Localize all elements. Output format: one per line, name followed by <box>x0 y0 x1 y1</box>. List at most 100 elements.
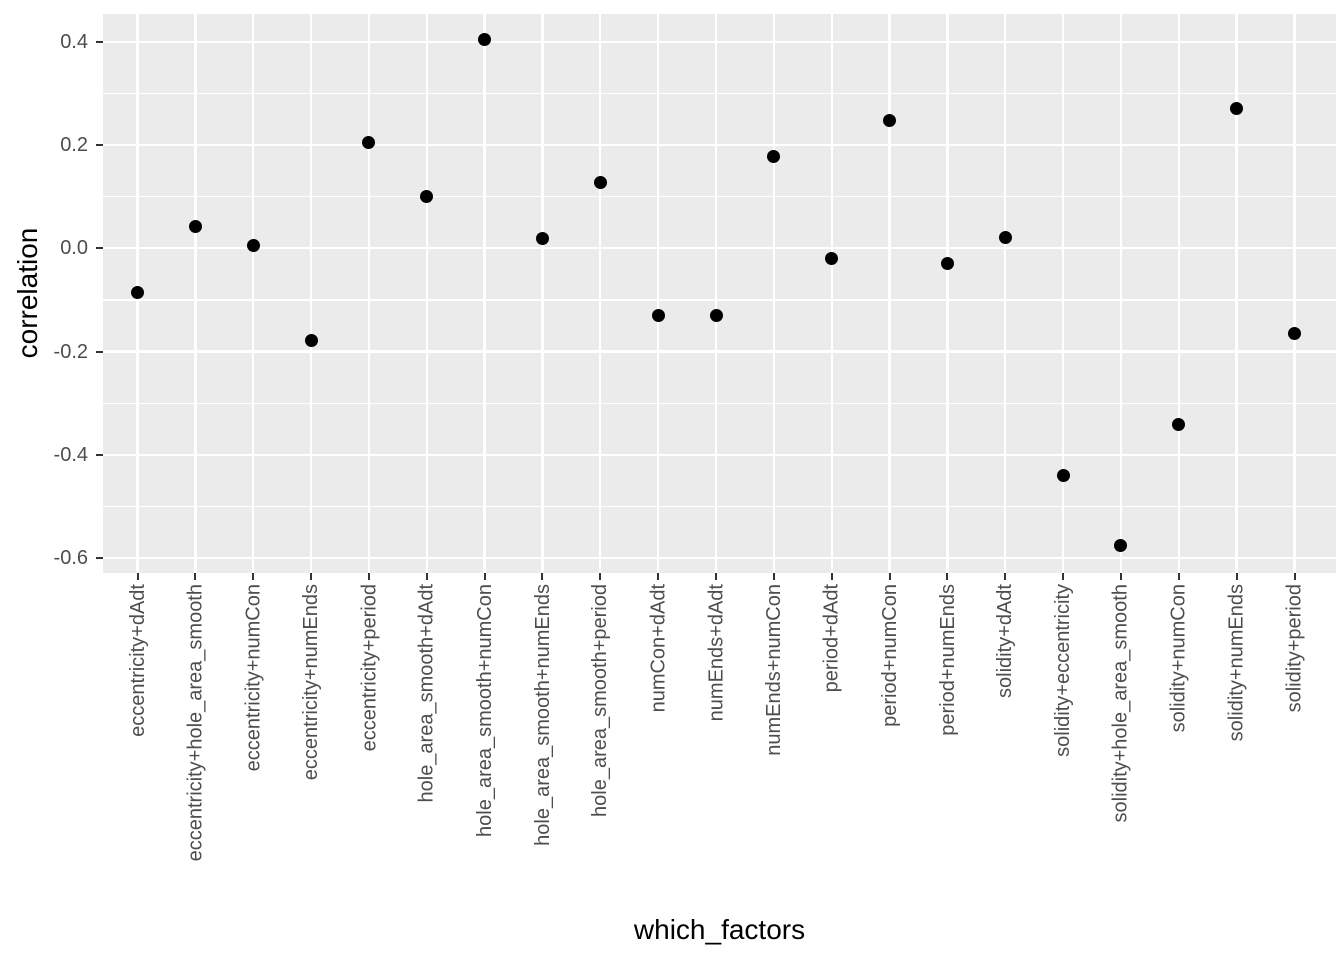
gridline-y-minor <box>103 299 1336 301</box>
x-tick-label: solidity+numCon <box>1167 584 1190 733</box>
x-tick-mark <box>367 573 370 580</box>
x-tick-mark <box>425 573 428 580</box>
gridline-x-major <box>599 14 602 573</box>
y-tick-label: -0.2 <box>53 340 88 363</box>
gridline-y-major <box>103 453 1336 457</box>
x-tick-mark <box>657 573 660 580</box>
x-tick-mark <box>1235 573 1238 580</box>
x-tick-mark <box>1062 573 1065 580</box>
data-point <box>709 308 723 322</box>
x-tick-mark <box>1293 573 1296 580</box>
gridline-x-major <box>714 14 718 573</box>
x-tick-mark <box>715 573 717 580</box>
gridline-y-major <box>103 40 1336 43</box>
x-tick-label: eccentricity+hole_area_smooth <box>184 584 207 862</box>
x-tick-mark <box>136 573 139 580</box>
gridline-y-minor <box>103 402 1336 404</box>
gridline-x-major <box>1119 14 1123 573</box>
y-tick-mark <box>96 557 103 560</box>
gridline-y-major <box>103 247 1336 250</box>
x-tick-label: numEnds+dAdt <box>705 584 727 722</box>
x-tick-mark <box>310 573 313 580</box>
gridline-x-major <box>1235 14 1238 573</box>
data-point <box>593 175 607 189</box>
x-tick-label: period+numCon <box>878 584 901 727</box>
gridline-x-major <box>656 14 660 573</box>
data-point <box>420 189 434 203</box>
x-tick-mark <box>946 573 949 580</box>
x-tick-mark <box>599 573 602 580</box>
data-point <box>304 334 318 348</box>
gridline-y-major <box>103 143 1336 147</box>
y-tick-label: -0.4 <box>53 443 88 466</box>
gridline-x-major <box>252 14 255 573</box>
x-tick-label: solidity+numEnds <box>1225 584 1248 742</box>
y-tick-label: 0.0 <box>60 237 88 260</box>
gridline-x-major <box>830 14 833 573</box>
x-tick-mark <box>541 573 544 580</box>
x-tick-label: eccentricity+period <box>357 584 380 752</box>
x-tick-label: numCon+dAdt <box>647 584 670 713</box>
y-tick-mark <box>96 350 103 353</box>
gridline-x-major <box>1293 14 1296 573</box>
x-tick-label: numEnds+numCon <box>762 584 785 756</box>
data-point <box>1172 417 1186 431</box>
gridline-x-major <box>194 14 197 573</box>
gridline-x-major <box>425 14 428 573</box>
data-point <box>362 135 376 149</box>
x-tick-label: eccentricity+numCon <box>242 584 265 772</box>
x-tick-mark <box>483 573 486 580</box>
gridline-x-major <box>367 14 371 573</box>
data-point <box>651 308 665 322</box>
x-tick-mark <box>1004 573 1007 580</box>
gridline-x-major <box>1004 14 1007 573</box>
y-tick-label: 0.2 <box>60 134 88 156</box>
x-tick-mark <box>194 573 197 580</box>
gridline-x-major <box>541 14 544 573</box>
data-point <box>535 231 549 245</box>
data-point <box>246 238 260 252</box>
x-tick-label: hole_area_smooth+numEnds <box>531 584 554 846</box>
data-point <box>825 251 839 265</box>
data-point <box>1230 101 1244 115</box>
x-tick-mark <box>772 573 775 580</box>
x-tick-label: hole_area_smooth+dAdt <box>415 584 438 803</box>
y-tick-label: 0.4 <box>60 30 88 53</box>
data-point <box>478 32 492 46</box>
x-tick-label: hole_area_smooth+numCon <box>473 584 496 837</box>
gridline-y-major <box>103 557 1336 560</box>
x-tick-label: solidity+period <box>1283 584 1306 713</box>
x-tick-label: period+dAdt <box>820 584 843 693</box>
gridline-x-major <box>772 14 776 573</box>
x-tick-label: hole_area_smooth+period <box>589 584 612 817</box>
x-tick-mark <box>888 573 891 580</box>
gridline-y-minor <box>103 92 1336 94</box>
gridline-x-major <box>1177 14 1180 573</box>
y-tick-mark <box>96 40 103 43</box>
gridline-x-major <box>888 14 891 573</box>
y-tick-mark <box>96 247 103 250</box>
gridline-x-major <box>946 14 949 573</box>
data-point <box>767 150 781 164</box>
data-point <box>883 113 897 127</box>
x-tick-label: solidity+hole_area_smooth <box>1109 584 1132 823</box>
gridline-y-major <box>103 350 1336 353</box>
x-tick-mark <box>1119 573 1122 580</box>
x-tick-mark <box>830 573 833 580</box>
x-tick-label: solidity+dAdt <box>994 584 1017 698</box>
gridline-y-minor <box>103 505 1336 508</box>
gridline-x-major <box>483 14 486 573</box>
x-tick-label: period+numEnds <box>936 584 959 736</box>
gridline-y-minor <box>103 196 1336 198</box>
data-point <box>188 220 202 234</box>
data-point <box>1288 327 1301 341</box>
x-axis-title: which_factors <box>633 914 806 945</box>
y-tick-mark <box>96 453 103 456</box>
y-axis-title: correlation <box>12 227 43 359</box>
x-tick-label: solidity+eccentricity <box>1052 584 1075 757</box>
gridline-x-major <box>309 14 313 573</box>
x-tick-label: eccentricity+dAdt <box>126 584 149 737</box>
y-tick-label: -0.6 <box>53 547 88 570</box>
data-point <box>131 285 144 299</box>
